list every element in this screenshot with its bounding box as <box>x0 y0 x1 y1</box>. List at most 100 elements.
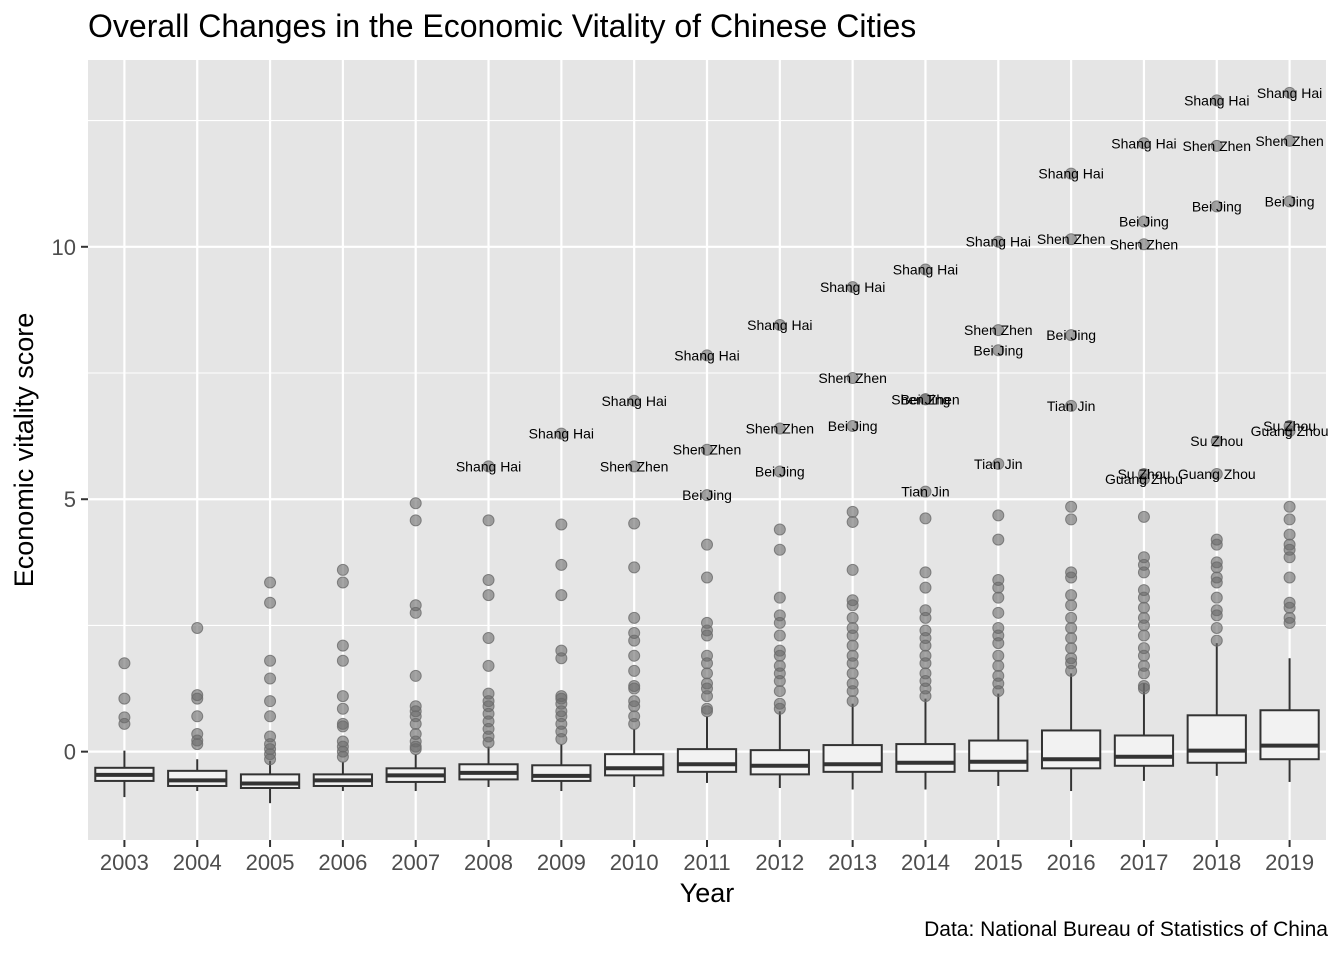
outlier-point <box>701 571 713 584</box>
outlier-point <box>555 589 568 602</box>
outlier-point <box>1210 604 1223 617</box>
outlier-point <box>336 717 349 730</box>
outlier-label: Shen Zhen <box>1255 133 1324 149</box>
outlier-point <box>919 566 932 579</box>
x-tick-label: 2019 <box>1265 850 1314 875</box>
y-tick-label: 10 <box>52 235 76 260</box>
outlier-point <box>992 649 1005 662</box>
labeled-outlier-point <box>628 460 641 473</box>
outlier-point <box>773 644 786 657</box>
outlier-label: Shang Hai <box>601 393 666 409</box>
box-iqr <box>676 748 738 773</box>
labeled-outlier-point <box>919 485 932 498</box>
labeled-outlier-point <box>1137 238 1150 251</box>
outlier-label: Shang Hai <box>966 234 1031 250</box>
labeled-outlier-point <box>1065 329 1078 342</box>
x-tick-label: 2010 <box>610 850 659 875</box>
x-tick-label: 2016 <box>1047 850 1096 875</box>
outlier-label: Shang Hai <box>1257 85 1322 101</box>
outlier-label: Shen Zhen <box>818 370 887 386</box>
x-tick-label: 2006 <box>318 850 367 875</box>
outlier-point <box>701 538 713 551</box>
outlier-point <box>628 517 641 530</box>
outlier-point <box>1137 601 1150 614</box>
outlier-point <box>409 599 422 612</box>
labeled-outlier-point <box>773 465 786 478</box>
axes: 0 5 10 2003 2004 2005 2006 2007 2008 2009 2010 2011… <box>52 235 1315 875</box>
outlier-label: Shen Zhen <box>1183 138 1252 154</box>
labeled-outlier-point <box>701 349 713 362</box>
outlier-label: Shen Zhen <box>673 442 742 458</box>
box-2009 <box>531 744 592 792</box>
labeled-outlier-point <box>1137 137 1150 150</box>
outlier-label: Shang Hai <box>893 262 958 278</box>
outlier-point <box>846 667 859 680</box>
outlier-layer <box>118 86 1296 766</box>
x-tick-label: 2008 <box>464 850 513 875</box>
labeled-outlier-point <box>992 235 1005 248</box>
outlier-point <box>846 563 859 576</box>
outlier-point <box>264 596 277 609</box>
outlier-label: Shang Hai <box>1038 166 1103 182</box>
outlier-point <box>1210 621 1223 634</box>
box-iqr <box>167 769 228 787</box>
labeled-outlier-point <box>1210 94 1223 107</box>
outlier-point <box>118 692 131 705</box>
labeled-outlier-point <box>846 420 859 433</box>
outlier-point <box>628 561 641 574</box>
outlier-point <box>336 735 349 748</box>
outlier-label: Tian Jin <box>974 456 1023 472</box>
x-tick-label: 2017 <box>1119 850 1168 875</box>
outlier-point <box>264 654 277 667</box>
box-iqr <box>1259 709 1320 761</box>
outlier-label: Tian Jin <box>901 484 950 500</box>
box-iqr <box>1113 734 1175 767</box>
outlier-label: Bei Jing <box>1046 327 1096 343</box>
labeled-outlier-point <box>773 422 786 435</box>
outlier-label: Shen Zhen <box>964 322 1033 338</box>
box-2007 <box>385 754 446 792</box>
outlier-point <box>1210 533 1223 546</box>
labeled-outlier-point <box>1137 473 1150 486</box>
labeled-outlier-point <box>701 443 713 456</box>
labeled-outlier-point <box>1283 425 1296 438</box>
box-iqr <box>822 744 883 773</box>
outlier-point <box>919 512 932 525</box>
x-tick-label: 2007 <box>391 850 440 875</box>
labeled-outlier-point <box>846 281 859 294</box>
outlier-point <box>336 576 349 589</box>
x-tick-label: 2013 <box>828 850 877 875</box>
labeled-outlier-point <box>1283 86 1296 99</box>
outlier-point <box>1065 642 1078 655</box>
labeled-outlier-point <box>1065 233 1078 246</box>
outlier-point <box>336 690 349 703</box>
box-iqr <box>895 743 956 773</box>
box-2012 <box>749 711 810 788</box>
outlier-label: Shen Zhen <box>891 391 960 407</box>
outlier-point <box>1283 596 1296 609</box>
outlier-point <box>1137 510 1150 523</box>
outlier-point <box>1137 584 1150 597</box>
labeled-outlier-point <box>1210 139 1223 152</box>
labeled-outlier-point <box>628 394 641 407</box>
outlier-point <box>628 695 641 708</box>
outlier-point <box>992 574 1005 586</box>
outlier-point <box>846 639 859 652</box>
outlier-point <box>1137 551 1150 564</box>
outlier-point <box>1065 632 1078 645</box>
outlier-point <box>191 689 204 702</box>
outlier-point <box>1210 634 1223 647</box>
outlier-point <box>701 702 713 715</box>
outlier-point <box>773 659 786 672</box>
box-2019 <box>1259 658 1320 782</box>
box-2014 <box>895 698 956 790</box>
outlier-point <box>191 710 204 723</box>
outlier-label: Bei Jing <box>1192 198 1242 214</box>
outlier-point <box>773 523 786 536</box>
outlier-point <box>1065 589 1078 602</box>
outlier-point <box>555 644 568 657</box>
y-tick-label: 5 <box>64 487 76 512</box>
outlier-point <box>555 558 568 571</box>
outlier-point <box>701 649 713 662</box>
